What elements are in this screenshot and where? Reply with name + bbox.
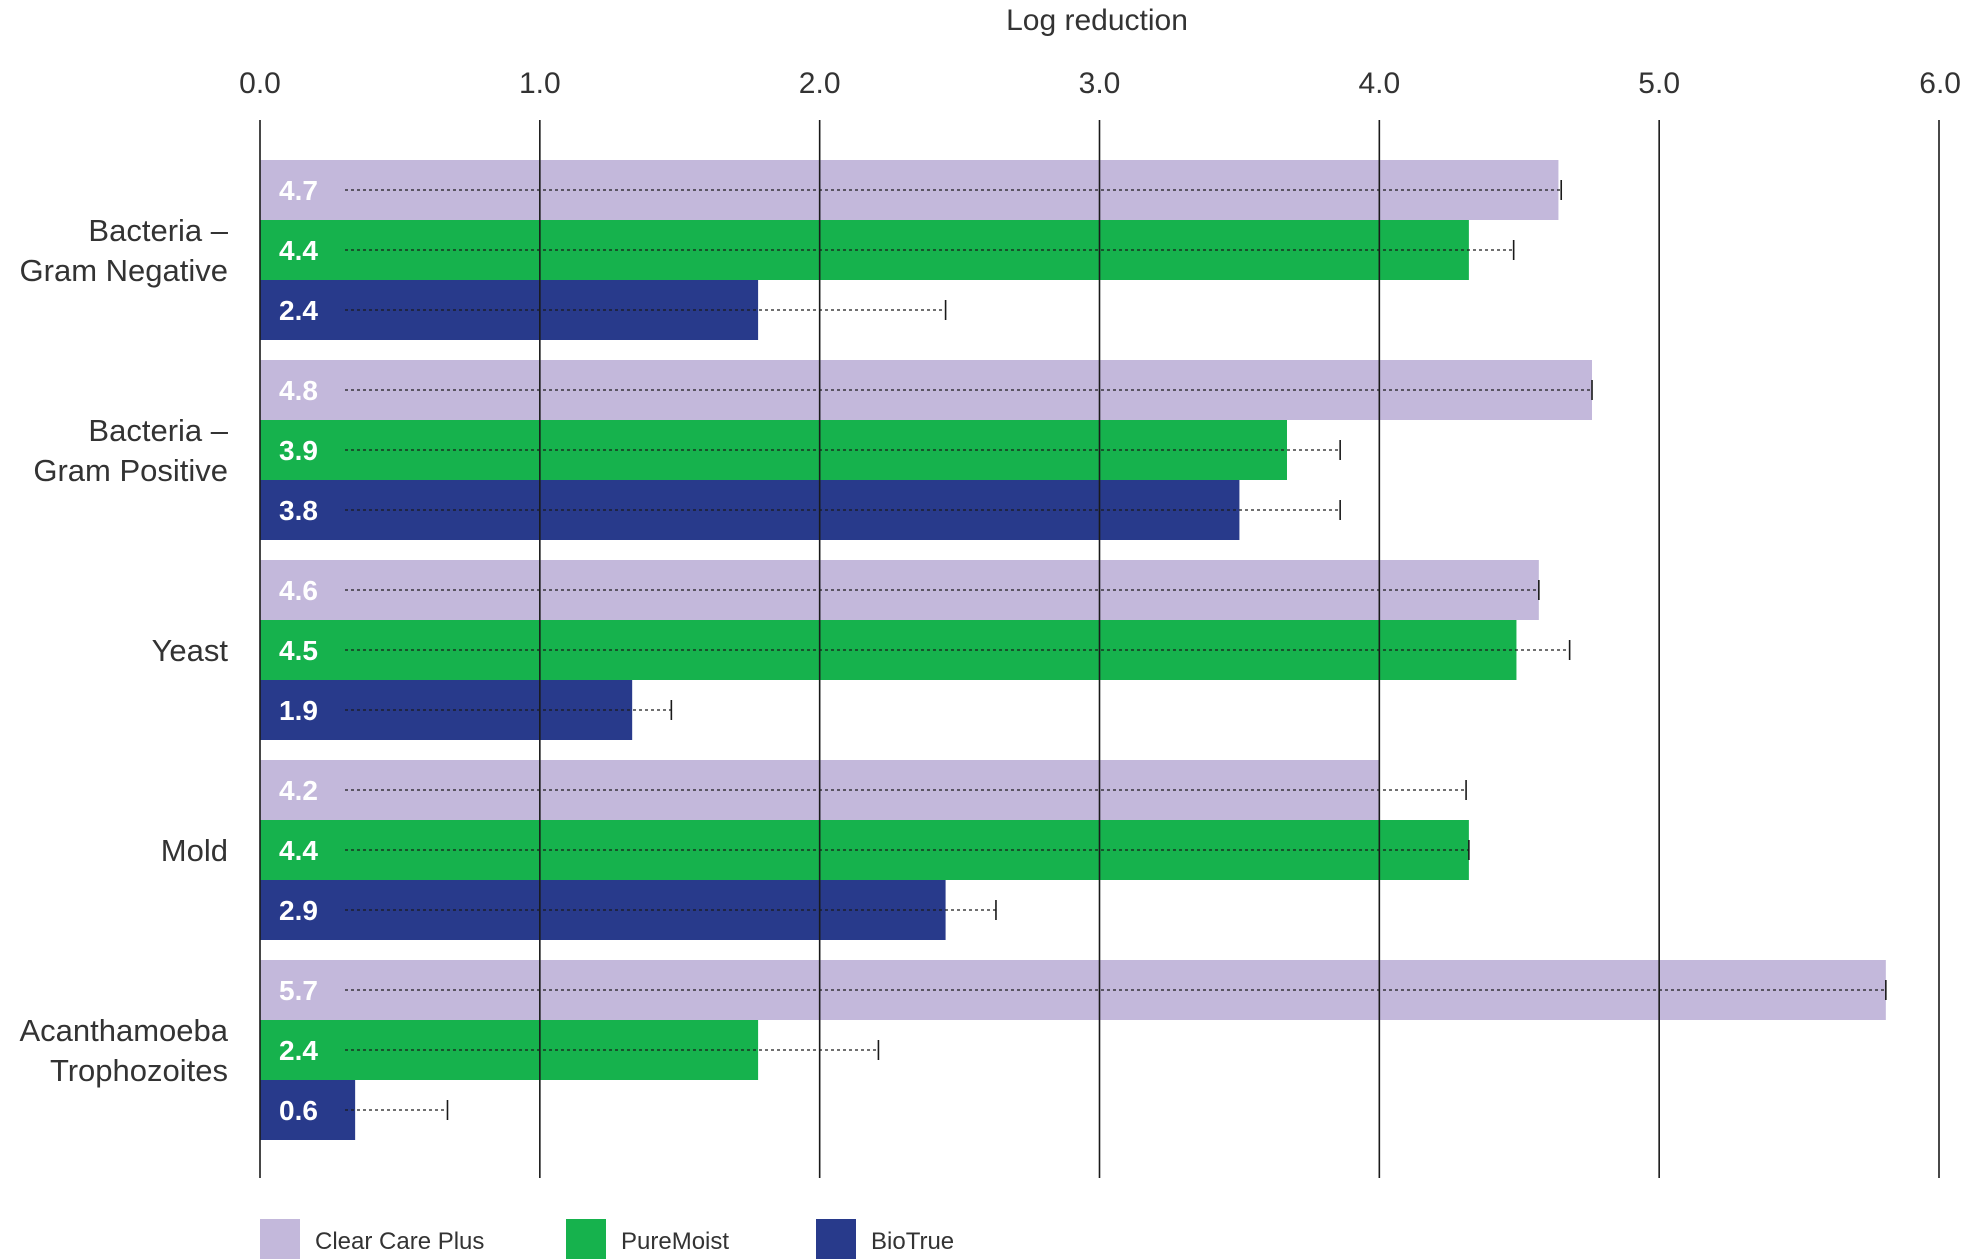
bar-value-label: 4.4 xyxy=(279,835,318,866)
bar-value-label: 4.6 xyxy=(279,575,318,606)
bar xyxy=(260,1080,356,1140)
tick-label: 6.0 xyxy=(1919,67,1961,100)
category-label: Gram Positive xyxy=(33,453,228,488)
tick-label: 5.0 xyxy=(1638,67,1680,100)
bar-value-label: 1.9 xyxy=(279,695,318,726)
category-label: Mold xyxy=(161,833,228,868)
x-axis-title: Log reduction xyxy=(1006,4,1188,37)
bar-value-label: 3.9 xyxy=(279,435,318,466)
bar-value-label: 4.2 xyxy=(279,775,318,806)
tick-label: 0.0 xyxy=(239,67,281,100)
bar-value-label: 5.7 xyxy=(279,975,318,1006)
legend-label: PureMoist xyxy=(621,1228,729,1255)
legend-swatch xyxy=(816,1219,856,1259)
bar-value-label: 0.6 xyxy=(279,1095,318,1126)
bar-value-label: 4.5 xyxy=(279,635,318,666)
legend-swatch xyxy=(260,1219,300,1259)
category-label: Trophozoites xyxy=(50,1053,228,1088)
bar-value-labels: 4.7 4.4 2.4 4.8 3.9 3.8 4.6 4.5 1.9 4.2 4.4 2.9 5.7 2… xyxy=(279,175,318,1126)
bar-value-label: 4.7 xyxy=(279,175,318,206)
bar-value-label: 3.8 xyxy=(279,495,318,526)
tick-label: 1.0 xyxy=(519,67,561,100)
bar xyxy=(260,360,1593,420)
bar-value-label: 2.9 xyxy=(279,895,318,926)
bar xyxy=(260,880,946,940)
bar xyxy=(260,680,633,740)
legend: Clear Care Plus PureMoist BioTrue xyxy=(260,1219,954,1259)
tick-label: 4.0 xyxy=(1358,67,1400,100)
x-axis-ticks: 0.0 1.0 2.0 3.0 4.0 5.0 6.0 xyxy=(239,67,1961,100)
bar-value-label: 4.4 xyxy=(279,235,318,266)
legend-label: Clear Care Plus xyxy=(315,1228,484,1255)
category-label: Bacteria – xyxy=(88,413,228,448)
bar-value-label: 2.4 xyxy=(279,1035,318,1066)
legend-swatch xyxy=(566,1219,606,1259)
legend-label: BioTrue xyxy=(871,1228,954,1255)
tick-label: 3.0 xyxy=(1079,67,1121,100)
category-label: Yeast xyxy=(152,633,229,668)
gridlines xyxy=(259,120,1940,1178)
tick-label: 2.0 xyxy=(799,67,841,100)
bar-value-label: 2.4 xyxy=(279,295,318,326)
bar-value-label: 4.8 xyxy=(279,375,318,406)
category-label: Acanthamoeba xyxy=(19,1013,228,1048)
category-labels: Bacteria – Gram Negative Bacteria – Gram Po… xyxy=(19,213,228,1088)
category-label: Bacteria – xyxy=(88,213,228,248)
error-bars xyxy=(345,180,1887,1120)
category-label: Gram Negative xyxy=(20,253,228,288)
